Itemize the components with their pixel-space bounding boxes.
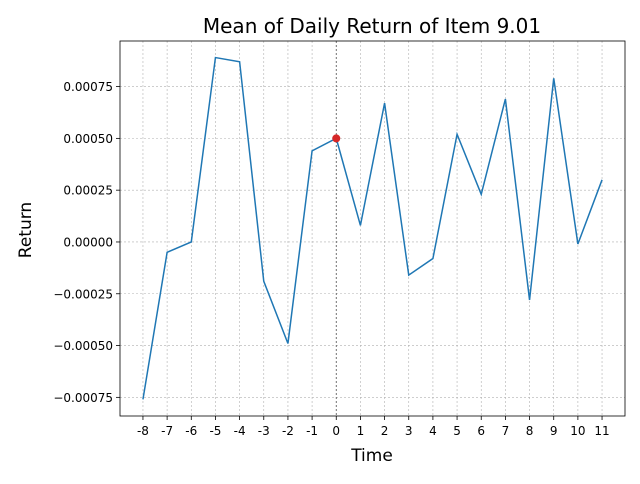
x-tick-label: 10 [570,424,585,438]
grid [120,41,625,416]
x-tick-label: 6 [477,424,485,438]
y-tick-label: −0.00075 [53,391,113,405]
x-tick-label: 0 [332,424,340,438]
x-tick-label: -8 [137,424,149,438]
y-tick-label: 0.00000 [63,235,113,249]
x-tick-label: 9 [550,424,558,438]
y-axis-ticks: −0.00075 −0.00050 −0.00025 0.00000 0.00025 0.… [53,80,120,405]
x-tick-label: 2 [381,424,389,438]
x-tick-label: 4 [429,424,437,438]
x-tick-label: -1 [306,424,318,438]
x-tick-label: 7 [502,424,510,438]
x-tick-label: 8 [526,424,534,438]
x-tick-label: 3 [405,424,413,438]
x-axis-label: Time [350,446,393,466]
x-axis-ticks: -8 -7 -6 -5 -4 -3 -2 -1 0 1 2 3 4 5 6 7 8 9 10 11 [137,416,610,438]
x-tick-label: 11 [594,424,609,438]
x-tick-label: 5 [453,424,461,438]
x-tick-label: -6 [185,424,197,438]
x-tick-label: -3 [258,424,270,438]
y-tick-label: 0.00075 [63,80,113,94]
series-line [142,56,603,400]
plot-frame [119,40,626,417]
x-tick-label: -5 [209,424,221,438]
y-tick-label: 0.00025 [63,184,113,198]
chart-title: Mean of Daily Return of Item 9.01 [203,14,541,38]
highlight-point [332,134,341,143]
y-tick-label: 0.00050 [63,132,113,146]
y-tick-label: −0.00050 [53,339,113,353]
x-tick-label: -7 [161,424,173,438]
y-tick-label: −0.00025 [53,287,113,301]
x-tick-label: -2 [282,424,294,438]
y-axis-label: Return [16,202,36,258]
x-tick-label: -4 [234,424,246,438]
x-tick-label: 1 [357,424,365,438]
